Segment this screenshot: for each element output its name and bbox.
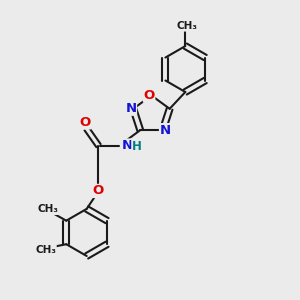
Text: O: O: [143, 89, 155, 102]
Text: O: O: [93, 184, 104, 197]
Text: CH₃: CH₃: [38, 205, 58, 214]
Text: O: O: [80, 116, 91, 129]
Text: N: N: [125, 102, 136, 115]
Text: CH₃: CH₃: [176, 21, 197, 31]
Text: CH₃: CH₃: [35, 244, 56, 254]
Text: N: N: [160, 124, 171, 137]
Text: N: N: [122, 139, 133, 152]
Text: H: H: [132, 140, 142, 153]
